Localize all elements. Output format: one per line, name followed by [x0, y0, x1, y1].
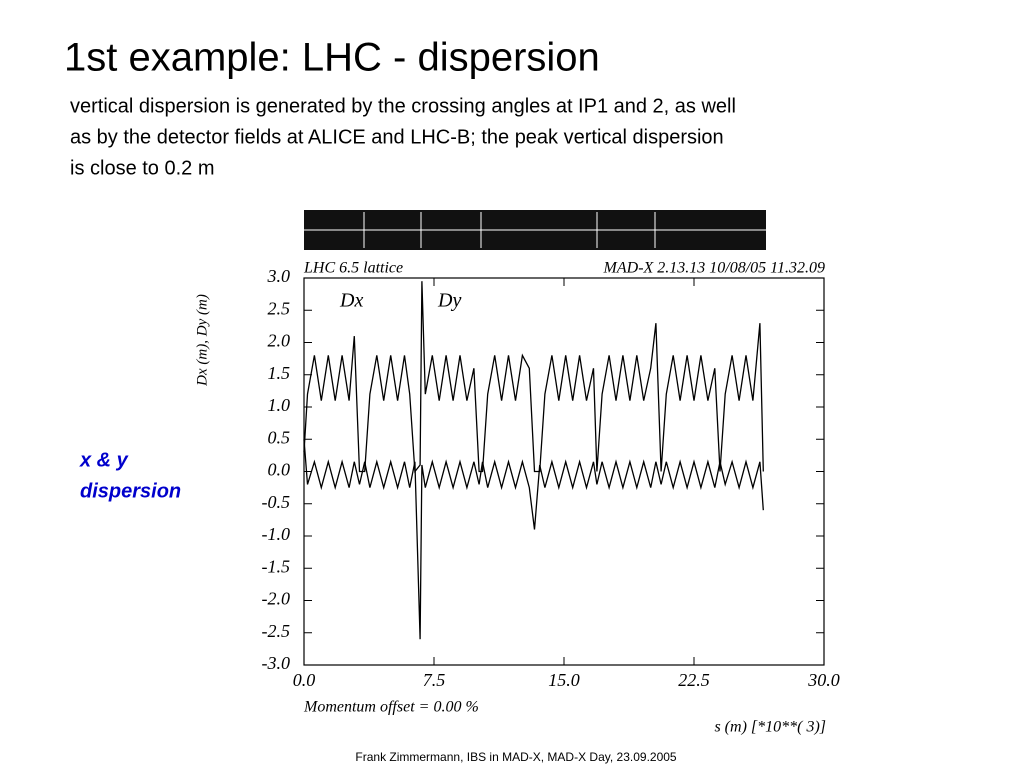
x-tick-label: 30.0: [807, 670, 840, 690]
footer: Frank Zimmermann, IBS in MAD-X, MAD-X Da…: [355, 750, 677, 764]
y-tick-label: 2.5: [268, 298, 291, 318]
x-tick-label: 0.0: [293, 670, 316, 690]
y-tick-label: -2.0: [262, 589, 291, 609]
side-note: dispersion: [80, 480, 181, 502]
side-note: x & y: [79, 449, 129, 471]
body-line: as by the detector fields at ALICE and L…: [70, 126, 724, 148]
x-tick-label: 22.5: [678, 670, 710, 690]
legend-label: Dy: [437, 290, 461, 312]
y-tick-label: -1.0: [262, 524, 291, 544]
y-tick-label: -3.0: [262, 653, 291, 673]
x-tick-label: 7.5: [423, 670, 446, 690]
y-tick-label: -1.5: [262, 556, 291, 576]
series-line: [303, 439, 764, 640]
y-tick-label: -0.5: [262, 492, 291, 512]
x-tick-label: 15.0: [548, 670, 580, 690]
y-tick-label: 1.0: [268, 395, 291, 415]
body-line: is close to 0.2 m: [70, 157, 215, 179]
y-tick-label: 3.0: [267, 266, 291, 286]
chart-note: Momentum offset = 0.00 %: [303, 699, 479, 716]
body-line: vertical dispersion is generated by the …: [70, 95, 736, 117]
y-tick-label: 1.5: [268, 363, 291, 383]
legend-label: Dx: [339, 290, 363, 312]
chart-subtitle: MAD-X 2.13.13 10/08/05 11.32.09: [603, 260, 825, 277]
plot-frame: [303, 277, 825, 666]
y-tick-label: 2.0: [268, 331, 291, 351]
y-tick-label: -2.5: [262, 621, 291, 641]
y-axis-label: Dx (m), Dy (m): [194, 294, 210, 387]
y-tick-label: 0.0: [268, 460, 291, 480]
chart-title: LHC 6.5 lattice: [303, 260, 403, 277]
y-tick-label: 0.5: [268, 427, 291, 447]
x-axis-label: s (m) [*10**( 3)]: [714, 719, 826, 736]
slide-title: 1st example: LHC - dispersion: [64, 36, 600, 80]
series-line: [303, 281, 764, 474]
